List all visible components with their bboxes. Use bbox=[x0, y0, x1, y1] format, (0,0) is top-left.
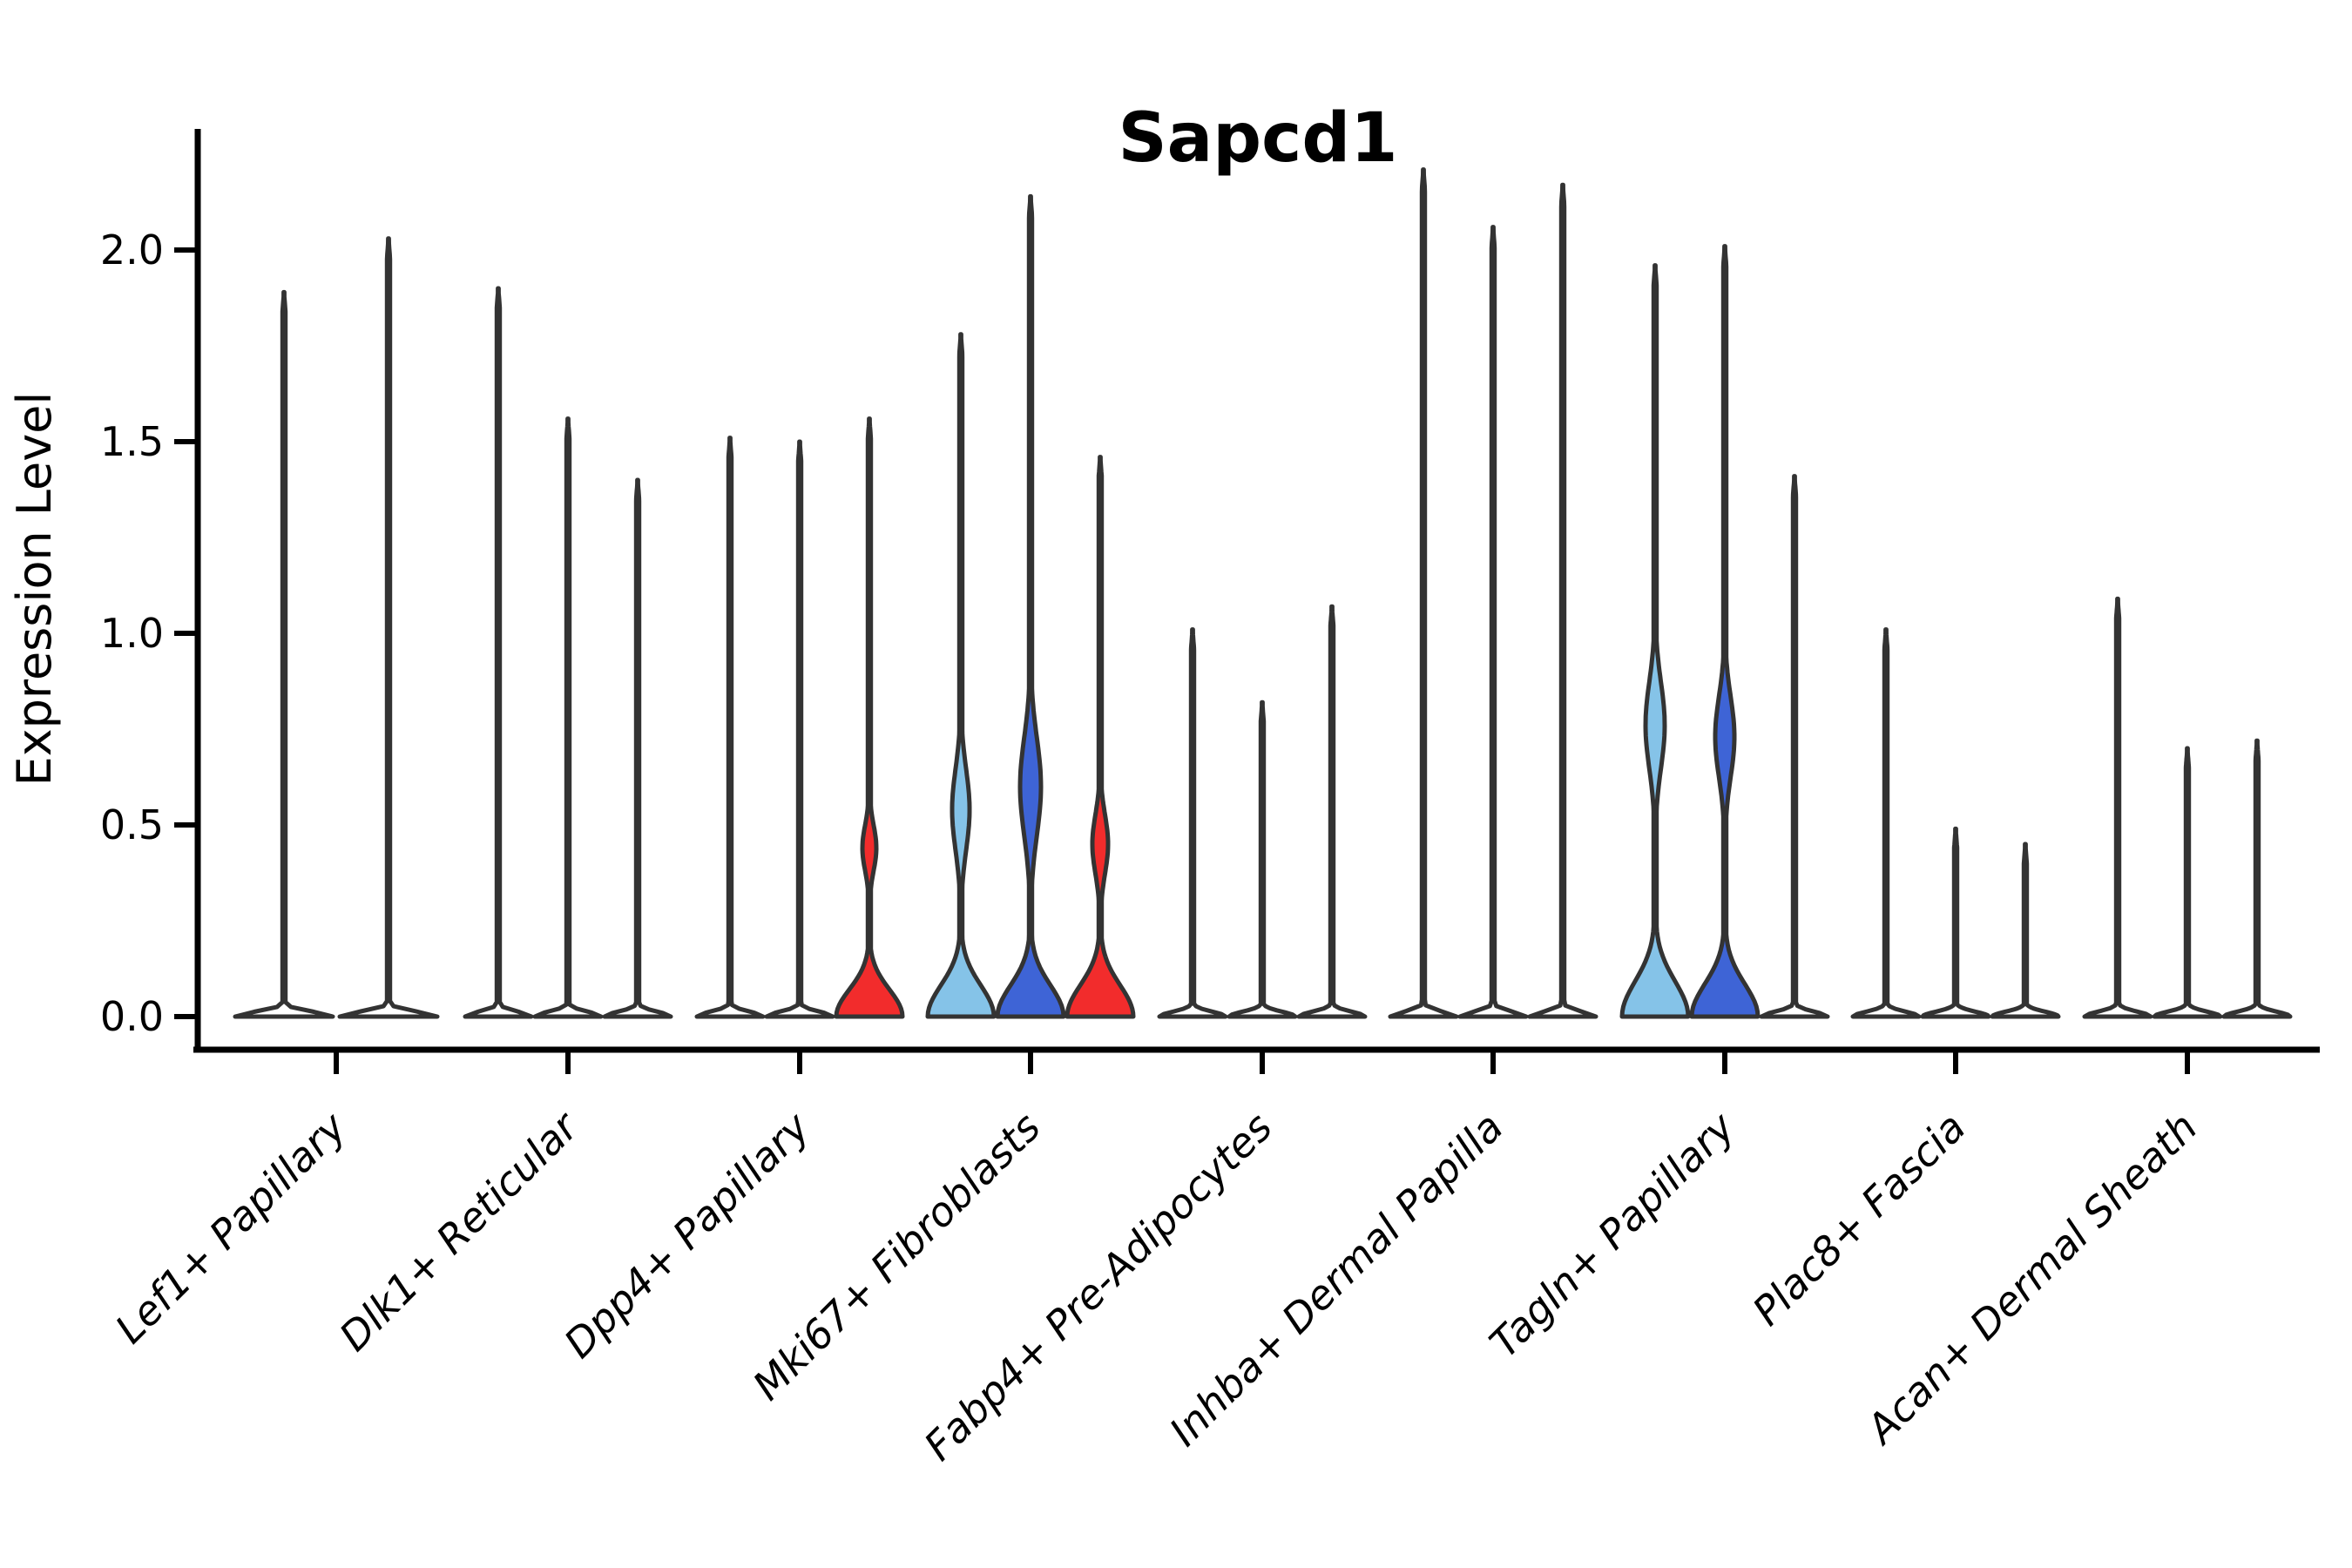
violin-4-3 bbox=[1064, 455, 1136, 1019]
violin-3-2 bbox=[764, 439, 835, 1019]
violin-5-1 bbox=[1157, 627, 1228, 1019]
violin-6-2 bbox=[1457, 225, 1529, 1019]
violin-9-1 bbox=[2082, 596, 2153, 1019]
violin-1-2 bbox=[337, 236, 440, 1019]
violin-8-1 bbox=[1850, 627, 1922, 1019]
y-axis-label: Expression Level bbox=[7, 392, 62, 787]
violin-2-2 bbox=[532, 416, 604, 1019]
x-category-label: Tagln+ Papillary bbox=[1480, 1103, 1744, 1367]
y-tick-label: 0.5 bbox=[100, 801, 164, 848]
violin-4-1 bbox=[925, 332, 997, 1019]
violin-9-3 bbox=[2221, 738, 2293, 1019]
violin-6-1 bbox=[1388, 167, 1459, 1019]
x-category-label: Dlk1+ Reticular bbox=[330, 1101, 589, 1360]
violin-3-3 bbox=[834, 416, 905, 1019]
y-tick-label: 0.0 bbox=[100, 993, 164, 1040]
violin-7-2 bbox=[1689, 244, 1761, 1019]
y-tick-label: 1.5 bbox=[100, 418, 164, 465]
x-category-label: Lef1+ Papillary bbox=[106, 1103, 355, 1352]
violin-7-1 bbox=[1619, 263, 1691, 1019]
violin-2-1 bbox=[463, 286, 534, 1019]
violin-8-2 bbox=[1920, 826, 1991, 1019]
chart-title: Sapcd1 bbox=[1119, 99, 1398, 178]
violin-3-1 bbox=[694, 436, 766, 1019]
x-category-label: Dpp4+ Papillary bbox=[555, 1103, 819, 1367]
violin-5-3 bbox=[1296, 604, 1368, 1019]
y-tick-label: 1.0 bbox=[100, 610, 164, 657]
y-tick-label: 2.0 bbox=[100, 226, 164, 274]
violin-9-2 bbox=[2152, 746, 2223, 1019]
x-category-label: Plac8+ Fascia bbox=[1743, 1104, 1974, 1335]
violin-7-3 bbox=[1759, 474, 1830, 1019]
violin-8-3 bbox=[1990, 841, 2061, 1019]
violin-5-2 bbox=[1227, 700, 1298, 1019]
violin-6-3 bbox=[1527, 182, 1598, 1019]
violin-2-3 bbox=[602, 477, 673, 1019]
violin-1-1 bbox=[233, 289, 335, 1019]
violin-4-2 bbox=[995, 193, 1066, 1019]
